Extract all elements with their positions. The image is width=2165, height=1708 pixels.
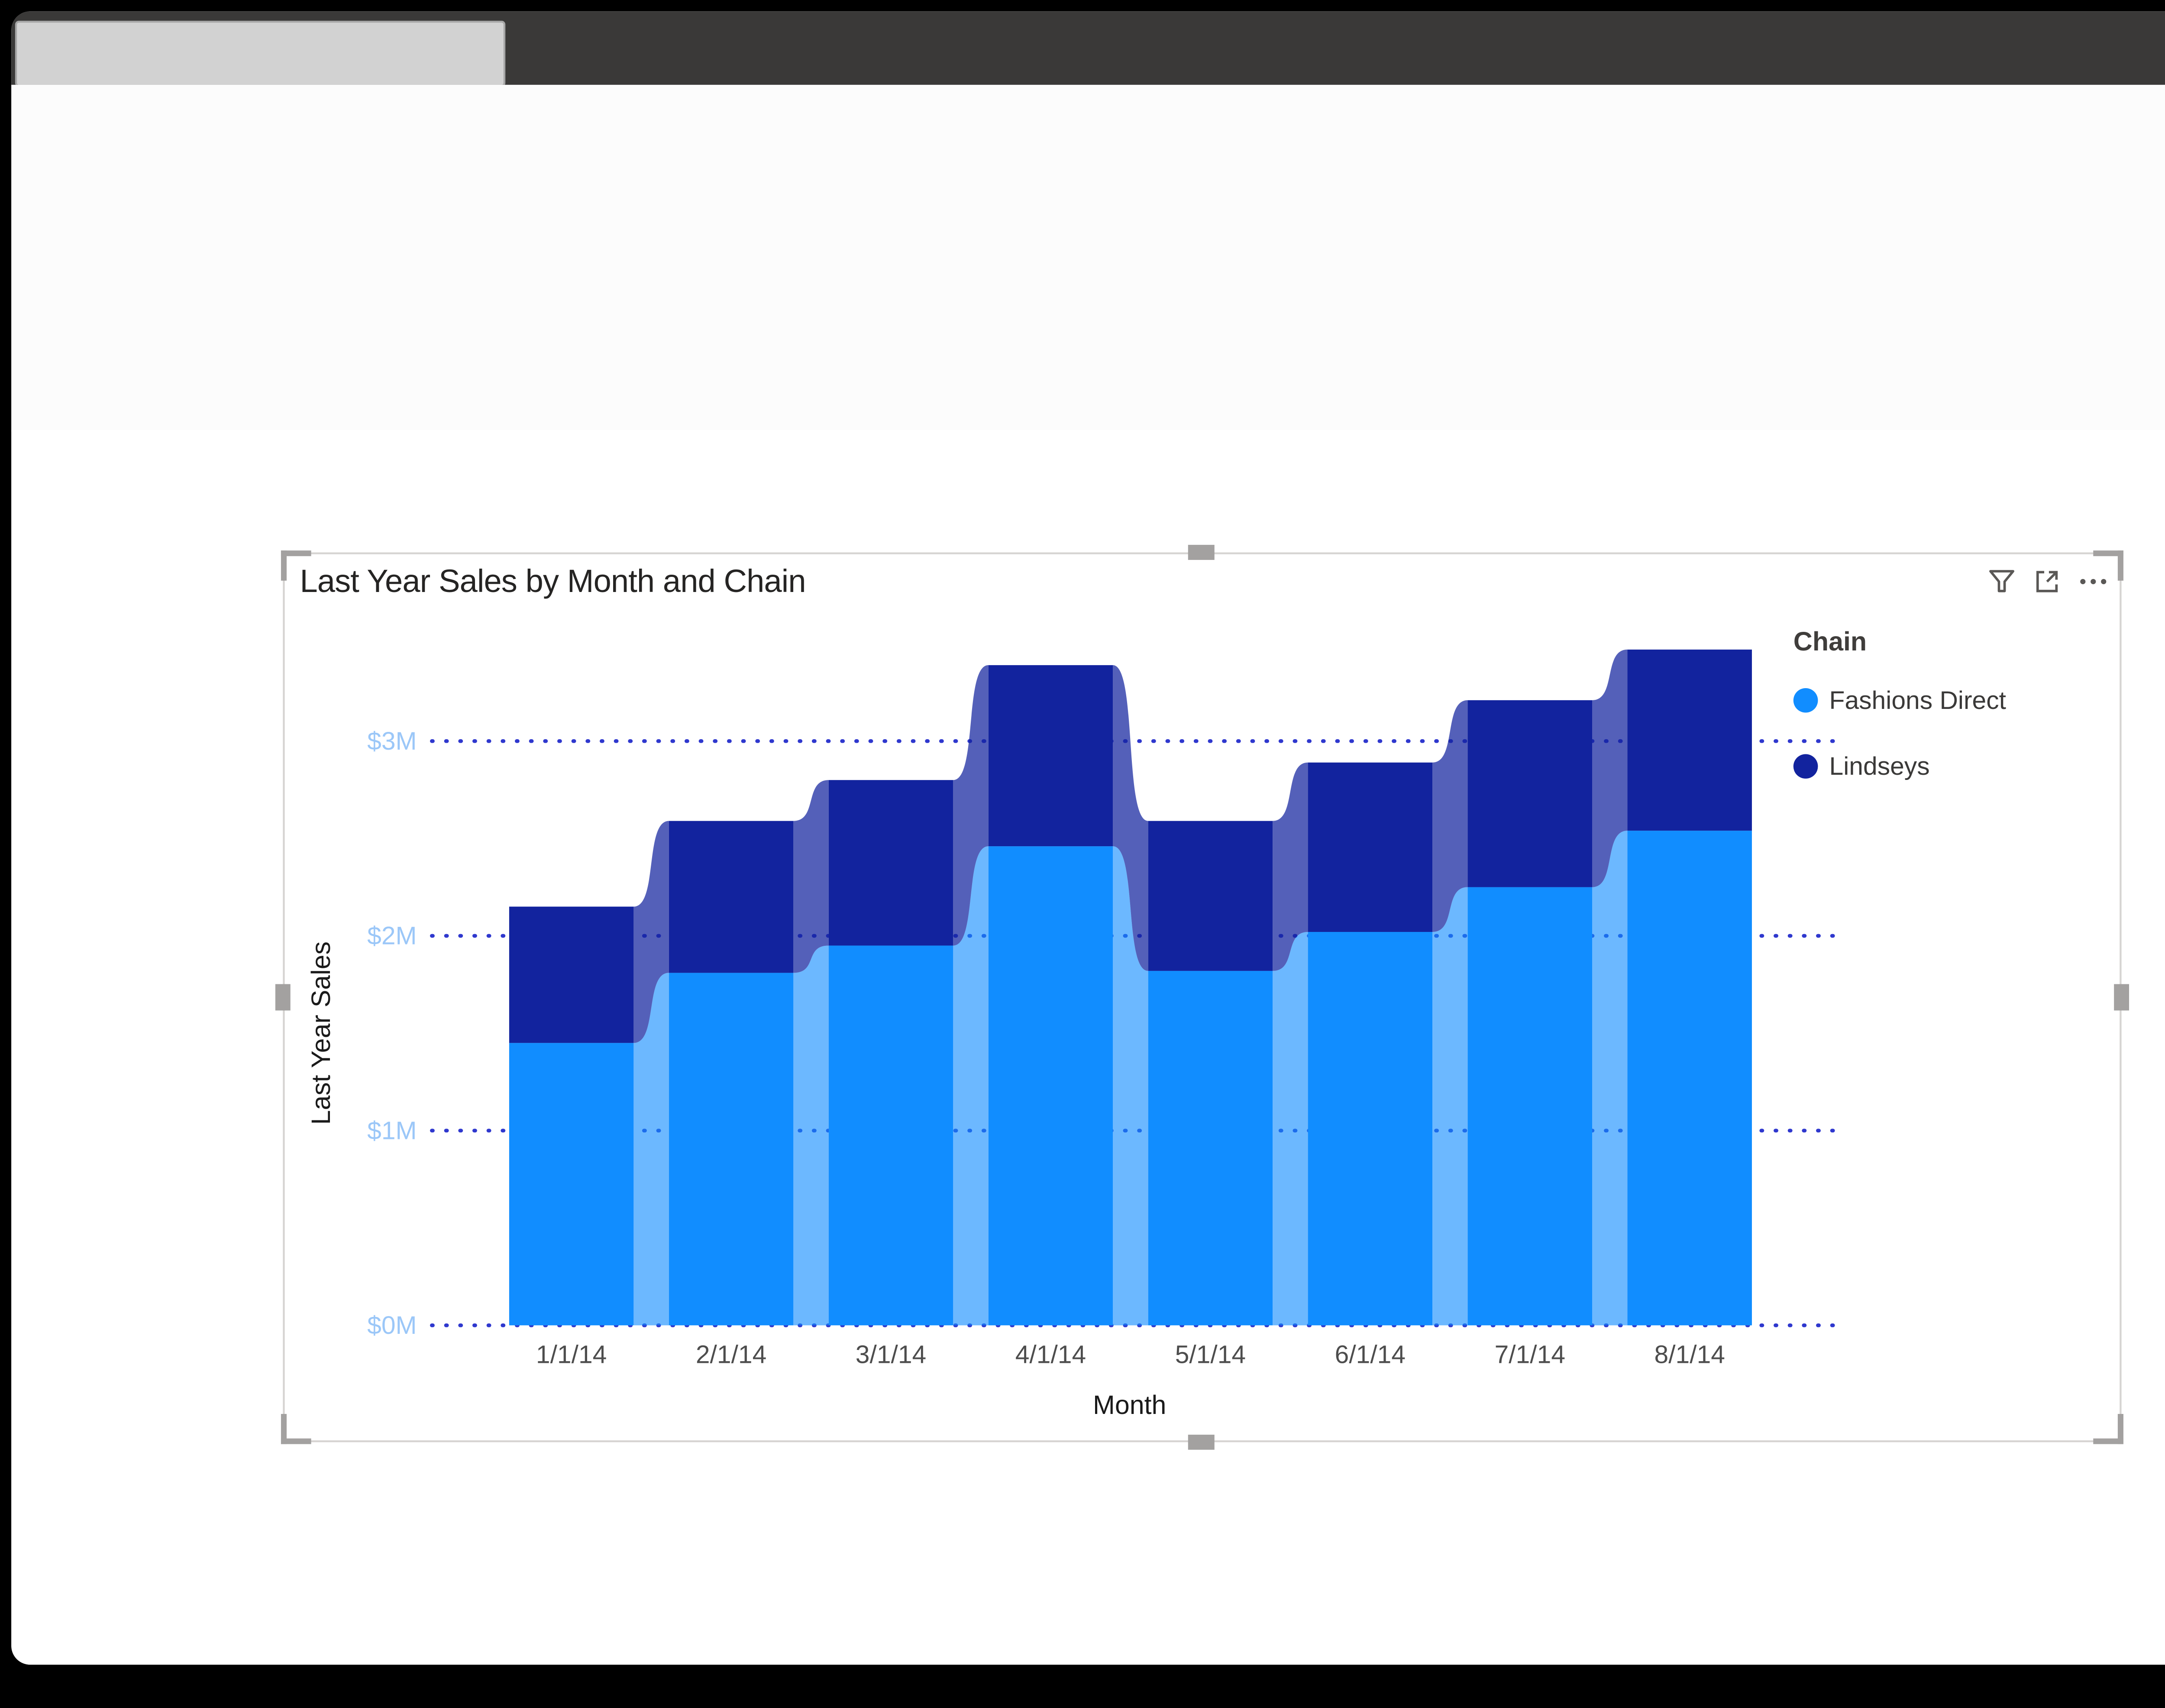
selection-handle-bottom[interactable] (1188, 1434, 1215, 1450)
filter-icon[interactable] (1987, 567, 2016, 595)
title-bar (11, 11, 2165, 87)
visual-title: Last Year Sales by Month and Chain (300, 563, 806, 600)
svg-text:4/1/14: 4/1/14 (1015, 1340, 1086, 1368)
report-canvas-area: Last Year Sales by Month and Chain $0M $1… (11, 430, 2165, 1665)
svg-text:5/1/14: 5/1/14 (1175, 1340, 1246, 1368)
selection-handle-top[interactable] (1188, 545, 1215, 560)
svg-text:$1M: $1M (367, 1116, 417, 1145)
svg-text:3/1/14: 3/1/14 (856, 1340, 926, 1368)
svg-text:6/1/14: 6/1/14 (1335, 1340, 1406, 1368)
svg-text:Last Year Sales: Last Year Sales (306, 941, 336, 1125)
legend-swatch-lindseys (1793, 753, 1818, 778)
app-window: Share Last Year Sales by Month and Chain (11, 11, 2165, 1665)
svg-text:$3M: $3M (367, 727, 417, 755)
ribbon-area: Share (11, 84, 2165, 432)
legend-item[interactable]: Fashions Direct (1793, 681, 2114, 718)
selection-corner-handle[interactable] (281, 1414, 311, 1444)
legend-title: Chain (1793, 626, 1867, 656)
chart-legend: Chain Fashions Direct Lindseys (1793, 626, 2114, 784)
titlebar-redacted-area (15, 20, 506, 87)
svg-text:Month: Month (1093, 1390, 1166, 1420)
selection-corner-handle[interactable] (2093, 550, 2123, 581)
selection-corner-handle[interactable] (2093, 1414, 2123, 1444)
svg-text:2/1/14: 2/1/14 (696, 1340, 766, 1368)
legend-item[interactable]: Lindseys (1793, 747, 2114, 784)
svg-text:$0M: $0M (367, 1311, 417, 1339)
selection-handle-right[interactable] (2114, 984, 2129, 1011)
legend-swatch-fashions-direct (1793, 687, 1818, 712)
ribbon-stacked-column-chart[interactable]: $0M $1M $2M $3M 1/1/14 2/1/14 3/1/14 4/1/14 5/1/… (285, 554, 2120, 1440)
svg-text:1/1/14: 1/1/14 (536, 1340, 607, 1368)
legend-label: Lindseys (1829, 751, 1930, 780)
selection-handle-left[interactable] (275, 984, 291, 1011)
chart-visual[interactable]: Last Year Sales by Month and Chain $0M $1… (275, 545, 2129, 1450)
focus-mode-icon[interactable] (2033, 567, 2061, 595)
svg-text:7/1/14: 7/1/14 (1495, 1340, 1565, 1368)
selection-corner-handle[interactable] (281, 550, 311, 581)
more-options-icon[interactable] (2078, 567, 2108, 595)
svg-text:$2M: $2M (367, 922, 417, 950)
svg-text:8/1/14: 8/1/14 (1654, 1340, 1725, 1368)
visual-header-toolbar (1987, 567, 2108, 595)
legend-label: Fashions Direct (1829, 685, 2007, 714)
